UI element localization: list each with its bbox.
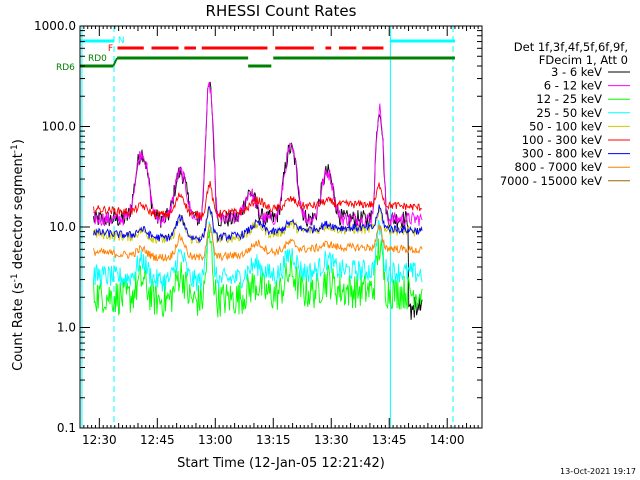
y-tick-label: 1.0 (57, 321, 76, 335)
series-line (93, 82, 423, 228)
x-tick-label: 13:00 (198, 433, 233, 447)
x-tick-label: 13:15 (256, 433, 291, 447)
y-axis-label: Count Rate (s-1 detector segment-1) (10, 139, 26, 371)
series-lines (93, 81, 423, 320)
legend-entry-label: 25 - 50 keV (536, 106, 602, 120)
night-bar-label: N (118, 36, 125, 46)
legend-entry-label: 50 - 100 keV (529, 119, 602, 133)
axes-ticks: 0.1 1.0 10.0 100.0 1000.0 12:30 12:45 13:00 13:1… (34, 19, 483, 447)
y-tick-label: 100.0 (42, 120, 76, 134)
series-line (93, 223, 423, 263)
legend-entry-label: 800 - 7000 keV (514, 160, 602, 174)
series-line (93, 219, 423, 292)
legend-entry-label: 3 - 6 keV (551, 65, 602, 79)
x-axis-label: Start Time (12-Jan-05 12:21:42) (177, 456, 385, 471)
flare-bar-label: F (108, 44, 113, 54)
legend-entry-label: 7000 - 15000 keV (500, 174, 602, 188)
rd6-bar-label: RD6 (56, 63, 75, 73)
legend-entry-label: 300 - 800 keV (522, 147, 602, 161)
x-tick-label: 14:00 (430, 433, 465, 447)
series-line (93, 229, 423, 318)
legend-header: Det 1f,3f,4f,5f,6f,9f, (514, 40, 628, 54)
y-tick-label: 10.0 (49, 220, 76, 234)
y-tick-label: 1000.0 (34, 19, 76, 33)
legend-entry-label: 12 - 25 keV (536, 92, 602, 106)
x-tick-label: 12:45 (140, 433, 175, 447)
x-tick-label: 13:45 (372, 433, 407, 447)
series-line (93, 204, 423, 244)
y-tick-label: 0.1 (57, 421, 76, 435)
attenuator-status-bars (80, 39, 455, 68)
timestamp: 13-Oct-2021 19:17 (560, 467, 636, 476)
x-tick-label: 12:30 (82, 433, 117, 447)
series-line (93, 180, 423, 219)
legend-header: FDecim 1, Att 0 (539, 53, 628, 67)
legend: Det 1f,3f,4f,5f,6f,9f,FDecim 1, Att 03 -… (500, 40, 630, 188)
chart-title: RHESSI Count Rates (206, 2, 357, 20)
legend-entry-label: 6 - 12 keV (544, 79, 602, 93)
x-tick-label: 13:30 (314, 433, 349, 447)
legend-entry-label: 100 - 300 keV (522, 133, 602, 147)
rd0-bar-label: RD0 (88, 54, 107, 64)
decimation-bar-segment (112, 57, 119, 67)
